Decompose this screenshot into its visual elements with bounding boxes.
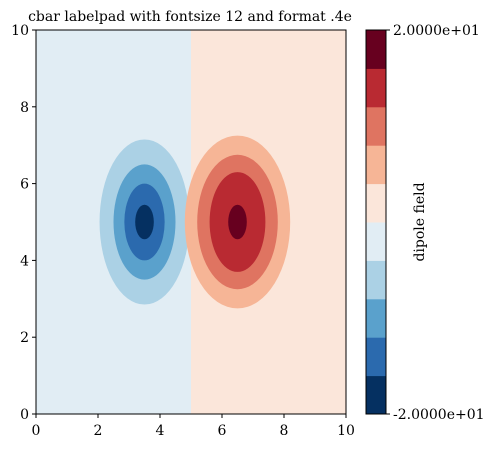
colorbar-frame xyxy=(365,29,387,415)
colorbar-band-2 xyxy=(366,298,386,338)
x-tick-label: 6 xyxy=(218,423,227,439)
colorbar-band-5 xyxy=(366,183,386,223)
y-tick-label: 0 xyxy=(20,407,29,423)
plot-area xyxy=(36,30,346,414)
colorbar-min-label: -2.0000e+01 xyxy=(393,407,485,423)
y-tick-label: 2 xyxy=(20,330,29,346)
chart-title: cbar labelpad with fontsize 12 and forma… xyxy=(28,9,352,25)
colorbar-band-8 xyxy=(366,68,386,108)
plot-frame xyxy=(35,29,347,415)
colorbar-band-6 xyxy=(366,145,386,185)
colorbar-band-0 xyxy=(366,375,386,415)
colorbar-band-3 xyxy=(366,260,386,300)
y-axis-ticks: 0 2 4 6 8 10 xyxy=(11,23,36,423)
x-tick-label: 0 xyxy=(32,423,41,439)
x-axis-ticks: 0 2 4 6 8 10 xyxy=(32,414,355,439)
y-tick-label: 4 xyxy=(20,253,29,269)
colorbar-label: dipole field xyxy=(412,182,428,261)
colorbar-band-9 xyxy=(366,30,386,69)
contour-negative-level-5 xyxy=(135,204,154,240)
colorbar-max-label: 2.0000e+01 xyxy=(393,23,480,39)
colorbar-band-1 xyxy=(366,337,386,377)
colorbar-band-4 xyxy=(366,222,386,261)
contour-positive-level-5 xyxy=(228,204,247,240)
x-tick-label: 8 xyxy=(280,423,289,439)
contour-regions xyxy=(96,133,291,311)
colorbar xyxy=(366,30,386,415)
x-tick-label: 10 xyxy=(337,423,355,439)
x-tick-label: 4 xyxy=(156,423,165,439)
y-tick-label: 10 xyxy=(11,23,29,39)
y-tick-label: 6 xyxy=(20,177,29,193)
y-tick-label: 8 xyxy=(20,100,29,116)
x-tick-label: 2 xyxy=(94,423,103,439)
colorbar-band-7 xyxy=(366,106,386,146)
